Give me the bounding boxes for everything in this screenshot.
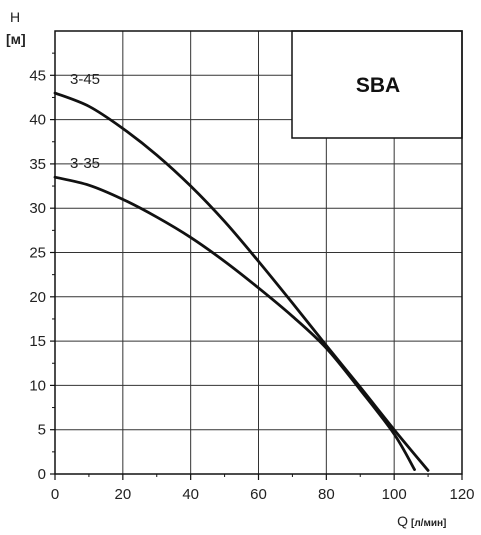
x-axis-title: Q xyxy=(397,513,408,529)
series-line-3-35 xyxy=(53,175,416,471)
x-tick-label: 60 xyxy=(250,486,267,503)
series-line-3-45 xyxy=(53,91,430,472)
y-tick-label: 30 xyxy=(29,200,46,217)
series-labels: 3-45 3-35 xyxy=(70,71,100,172)
y-axis-unit: [м] xyxy=(6,31,26,47)
y-axis-title: H xyxy=(10,9,20,25)
x-tick-label: 120 xyxy=(449,486,474,503)
series-label-3-35: 3-35 xyxy=(70,155,100,172)
y-tick-label: 15 xyxy=(29,333,46,350)
series-label-3-45: 3-45 xyxy=(70,71,100,88)
x-tick-labels: 0 20 40 60 80 100 120 xyxy=(51,486,475,503)
y-tick-labels: 0 5 10 15 20 25 30 35 40 45 xyxy=(29,67,46,483)
series-lines xyxy=(53,91,430,472)
x-tick-label: 80 xyxy=(318,486,335,503)
plot-frame xyxy=(54,30,463,475)
y-tick-label: 40 xyxy=(29,112,46,129)
x-tick-label: 20 xyxy=(114,486,131,503)
y-tick-label: 20 xyxy=(29,289,46,306)
legend-badge: SBA xyxy=(291,30,463,139)
y-tick-label: 0 xyxy=(38,466,46,483)
x-tick-label: 0 xyxy=(51,486,59,503)
legend-badge-text: SBA xyxy=(356,74,400,97)
y-tick-label: 10 xyxy=(29,377,46,394)
x-tick-label: 100 xyxy=(382,486,407,503)
y-tick-label: 35 xyxy=(29,156,46,173)
y-tick-label: 45 xyxy=(29,67,46,84)
x-tick-label: 40 xyxy=(182,486,199,503)
y-tick-label: 5 xyxy=(38,422,46,439)
y-tick-label: 25 xyxy=(29,245,46,262)
x-axis-unit: [л/мин] xyxy=(411,518,446,529)
